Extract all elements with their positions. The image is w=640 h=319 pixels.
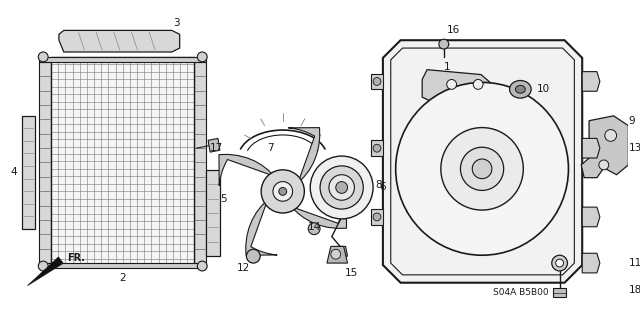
Text: 7: 7 xyxy=(267,143,273,153)
Circle shape xyxy=(396,82,568,255)
Circle shape xyxy=(38,52,48,62)
Ellipse shape xyxy=(509,80,531,98)
Text: 3: 3 xyxy=(173,18,180,27)
Polygon shape xyxy=(59,30,180,52)
Circle shape xyxy=(373,144,381,152)
Circle shape xyxy=(308,223,320,234)
Circle shape xyxy=(261,170,305,213)
Polygon shape xyxy=(422,70,496,104)
Circle shape xyxy=(279,188,287,195)
Polygon shape xyxy=(195,62,206,263)
Circle shape xyxy=(552,255,568,271)
Polygon shape xyxy=(219,154,274,186)
Text: 13: 13 xyxy=(628,143,640,153)
Circle shape xyxy=(373,78,381,85)
Circle shape xyxy=(599,160,609,170)
Circle shape xyxy=(329,175,355,200)
Text: FR.: FR. xyxy=(68,253,86,263)
Text: 18: 18 xyxy=(628,285,640,294)
Text: 5: 5 xyxy=(221,194,227,204)
Polygon shape xyxy=(208,138,220,152)
Circle shape xyxy=(336,182,348,193)
Text: 15: 15 xyxy=(345,268,358,278)
Polygon shape xyxy=(582,138,600,158)
Circle shape xyxy=(310,156,373,219)
Text: 11: 11 xyxy=(628,258,640,268)
Text: S04A B5B00: S04A B5B00 xyxy=(493,288,548,297)
Circle shape xyxy=(197,52,207,62)
Polygon shape xyxy=(582,207,600,227)
Polygon shape xyxy=(288,128,320,182)
Text: 6: 6 xyxy=(380,182,386,192)
Circle shape xyxy=(246,249,260,263)
Text: 16: 16 xyxy=(447,26,460,35)
Text: 14: 14 xyxy=(308,222,321,232)
Polygon shape xyxy=(553,288,566,297)
Circle shape xyxy=(556,259,564,267)
Polygon shape xyxy=(292,197,346,228)
Polygon shape xyxy=(391,48,574,275)
Polygon shape xyxy=(39,263,206,268)
Ellipse shape xyxy=(515,85,525,93)
Polygon shape xyxy=(582,72,600,91)
Polygon shape xyxy=(581,116,628,178)
Text: 9: 9 xyxy=(628,116,635,126)
Circle shape xyxy=(460,147,504,190)
Circle shape xyxy=(472,159,492,179)
Polygon shape xyxy=(39,62,51,263)
Circle shape xyxy=(273,182,292,201)
Circle shape xyxy=(331,249,340,259)
Polygon shape xyxy=(206,170,220,256)
Polygon shape xyxy=(336,246,348,256)
Polygon shape xyxy=(327,246,348,263)
Circle shape xyxy=(605,130,616,141)
Circle shape xyxy=(373,213,381,221)
Circle shape xyxy=(441,128,524,210)
Text: 12: 12 xyxy=(237,263,250,273)
Polygon shape xyxy=(371,209,383,225)
Polygon shape xyxy=(582,253,600,273)
Circle shape xyxy=(197,261,207,271)
Circle shape xyxy=(473,79,483,89)
Polygon shape xyxy=(383,40,582,283)
Polygon shape xyxy=(51,57,195,266)
Text: 1: 1 xyxy=(444,62,450,72)
Text: 4: 4 xyxy=(10,167,17,177)
Polygon shape xyxy=(371,140,383,156)
Polygon shape xyxy=(28,257,63,286)
Polygon shape xyxy=(22,116,35,229)
Polygon shape xyxy=(371,74,383,89)
Text: 2: 2 xyxy=(120,273,126,283)
Circle shape xyxy=(320,166,364,209)
Circle shape xyxy=(447,79,456,89)
Polygon shape xyxy=(246,200,277,255)
Circle shape xyxy=(439,39,449,49)
Circle shape xyxy=(38,261,48,271)
Text: 10: 10 xyxy=(536,84,550,94)
Text: 8: 8 xyxy=(376,180,382,189)
Polygon shape xyxy=(39,57,206,62)
Text: 17: 17 xyxy=(209,143,223,153)
